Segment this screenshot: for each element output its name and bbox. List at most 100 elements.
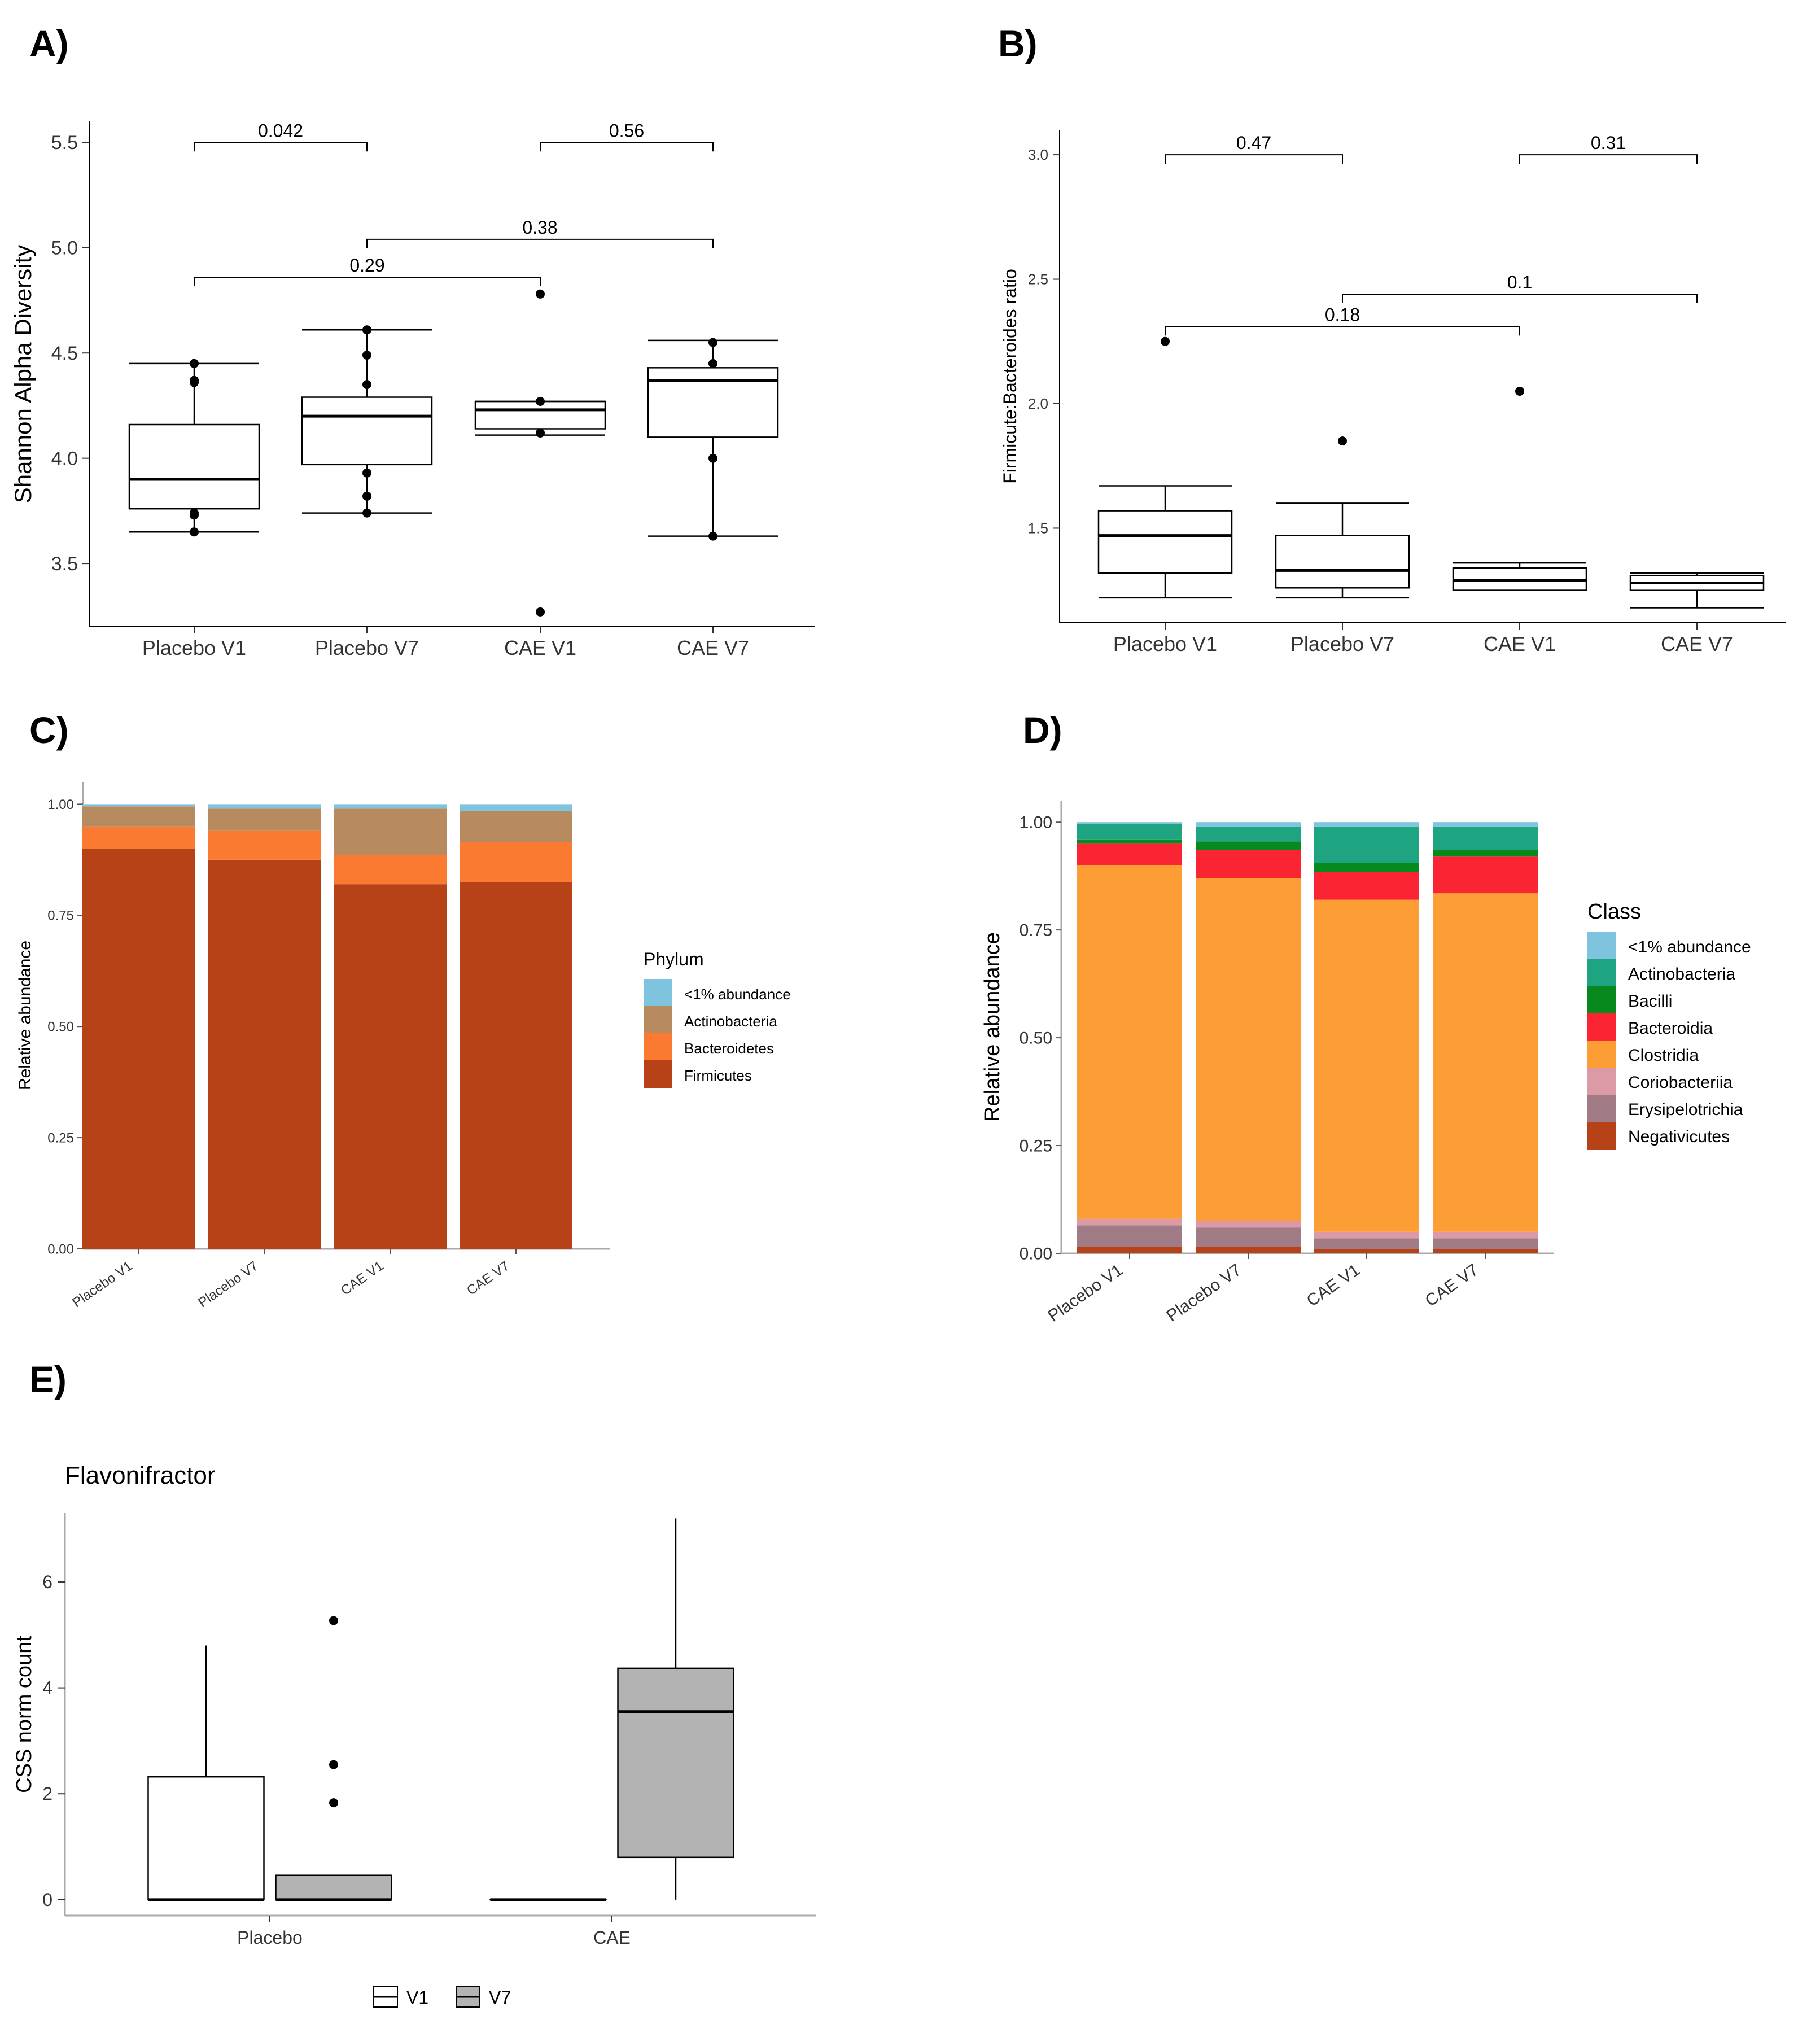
- data-point: [190, 510, 199, 520]
- y-tick-label: 0.75: [1020, 921, 1052, 940]
- significance-bracket: [540, 142, 714, 152]
- x-tick-label: Placebo V1: [142, 636, 246, 659]
- data-point: [362, 491, 371, 501]
- bar-segment: [334, 804, 447, 809]
- legend-swatch: [644, 979, 672, 1007]
- x-tick-label: Placebo V1: [69, 1258, 135, 1311]
- bar-segment: [1196, 1221, 1301, 1228]
- x-tick-label: CAE V7: [1661, 632, 1733, 655]
- legend-label: Coriobacteriia: [1628, 1073, 1733, 1092]
- data-point: [1338, 436, 1347, 446]
- bar-segment: [1314, 1249, 1419, 1253]
- bar-segment: [1433, 1249, 1538, 1253]
- x-tick-label: Placebo V7: [1290, 632, 1394, 655]
- y-tick-label: 0.00: [1020, 1245, 1052, 1264]
- bar-segment: [82, 806, 195, 827]
- y-tick-label: 4.5: [51, 343, 78, 364]
- x-tick-label: Placebo V1: [1113, 632, 1217, 655]
- legend-label: <1% abundance: [684, 986, 791, 1003]
- y-axis-title: Shannon Alpha Diversity: [10, 245, 36, 504]
- p-value-label: 0.38: [522, 217, 557, 238]
- legend-label: <1% abundance: [1628, 938, 1751, 956]
- legend-swatch: [1587, 1095, 1616, 1123]
- box-iqr: [1097, 510, 1233, 574]
- legend-label: Firmicutes: [684, 1067, 752, 1084]
- bar-segment: [82, 849, 195, 1249]
- p-value-label: 0.47: [1236, 133, 1271, 153]
- legend-title: Phylum: [644, 949, 704, 969]
- x-tick-label: CAE V7: [1422, 1261, 1482, 1310]
- bar-segment: [1196, 878, 1301, 1221]
- bar-segment: [1077, 1218, 1182, 1226]
- data-point: [708, 531, 718, 541]
- bar-segment: [1196, 850, 1301, 878]
- data-point: [362, 468, 371, 478]
- x-tick-label: Placebo: [237, 1927, 303, 1948]
- box-iqr: [275, 1874, 392, 1901]
- panel-a-boxplot: 3.5 4.0 4.5 5.0 5.5 Shannon Alpha Diversity Pl…: [10, 120, 815, 659]
- y-axis-title: Firmicute:Bacteroides ratio: [1000, 269, 1020, 484]
- p-value-label: 0.1: [1507, 272, 1532, 292]
- x-tick-label: CAE V7: [464, 1258, 512, 1299]
- bar-segment: [1077, 822, 1182, 825]
- legend-label: V7: [489, 1987, 511, 2008]
- legend-label: Bacteroidia: [1628, 1019, 1713, 1038]
- y-tick-label: 0.25: [1020, 1137, 1052, 1156]
- significance-bracket: [366, 238, 714, 248]
- significance-bracket: [1342, 294, 1698, 303]
- bar-segment: [1196, 1247, 1301, 1253]
- y-tick-label: 0.50: [47, 1020, 74, 1035]
- legend-label: Bacteroidetes: [684, 1040, 774, 1057]
- y-tick-label: 0.25: [47, 1130, 74, 1146]
- data-point: [362, 325, 371, 335]
- y-tick-label: 2.0: [1028, 395, 1048, 412]
- panel-label-c: C): [29, 709, 69, 751]
- data-point: [708, 338, 718, 347]
- bar-segment: [1433, 1231, 1538, 1239]
- box-iqr: [301, 396, 433, 466]
- bar-segment: [1314, 899, 1419, 1232]
- box-iqr: [647, 367, 779, 438]
- panel-label-b: B): [998, 23, 1038, 64]
- y-tick-label: 0: [42, 1890, 53, 1910]
- bar-segment: [1196, 1227, 1301, 1247]
- panel-c-stacked-bar: 0.00 0.25 0.50 0.75 1.00 Relative abundance Pl…: [16, 782, 791, 1310]
- bar-segment: [1433, 1238, 1538, 1249]
- legend-swatch: [644, 1033, 672, 1061]
- outlier-point: [329, 1616, 338, 1625]
- p-value-label: 0.29: [349, 255, 384, 276]
- x-tick-label: CAE V7: [677, 636, 749, 659]
- legend-swatch: [1587, 959, 1616, 987]
- p-value-label: 0.18: [1325, 304, 1360, 325]
- bar-segment: [1314, 822, 1419, 827]
- legend-label: Erysipelotrichia: [1628, 1100, 1743, 1119]
- box-iqr: [147, 1776, 265, 1901]
- bar-segment: [82, 804, 195, 807]
- bar-segment: [1314, 826, 1419, 863]
- data-point: [536, 428, 545, 438]
- significance-bracket: [1165, 326, 1520, 336]
- legend-label: Clostridia: [1628, 1046, 1699, 1065]
- data-point: [190, 527, 199, 537]
- bar-segment: [82, 826, 195, 849]
- data-point: [536, 607, 545, 617]
- data-point: [536, 396, 545, 406]
- bar-segment: [1314, 1231, 1419, 1239]
- bar-segment: [1196, 841, 1301, 850]
- bar-segment: [208, 804, 321, 809]
- legend-swatch: [1587, 1041, 1616, 1069]
- panel-label-d: D): [1023, 709, 1062, 751]
- legend-label: V1: [406, 1987, 428, 2008]
- y-tick-label: 1.00: [47, 797, 74, 812]
- bar-segment: [1077, 1247, 1182, 1253]
- bar-segment: [1196, 822, 1301, 827]
- panel-label-a: A): [29, 23, 69, 64]
- legend-swatch: [1587, 932, 1616, 960]
- bar-segment: [208, 859, 321, 1249]
- p-value-label: 0.31: [1591, 133, 1626, 153]
- legend-label: Actinobacteria: [684, 1013, 777, 1030]
- y-tick-label: 6: [42, 1572, 53, 1592]
- panel-d-stacked-bar: 0.00 0.25 0.50 0.75 1.00 Relative abundance Pl…: [981, 801, 1751, 1326]
- data-point: [1161, 336, 1170, 346]
